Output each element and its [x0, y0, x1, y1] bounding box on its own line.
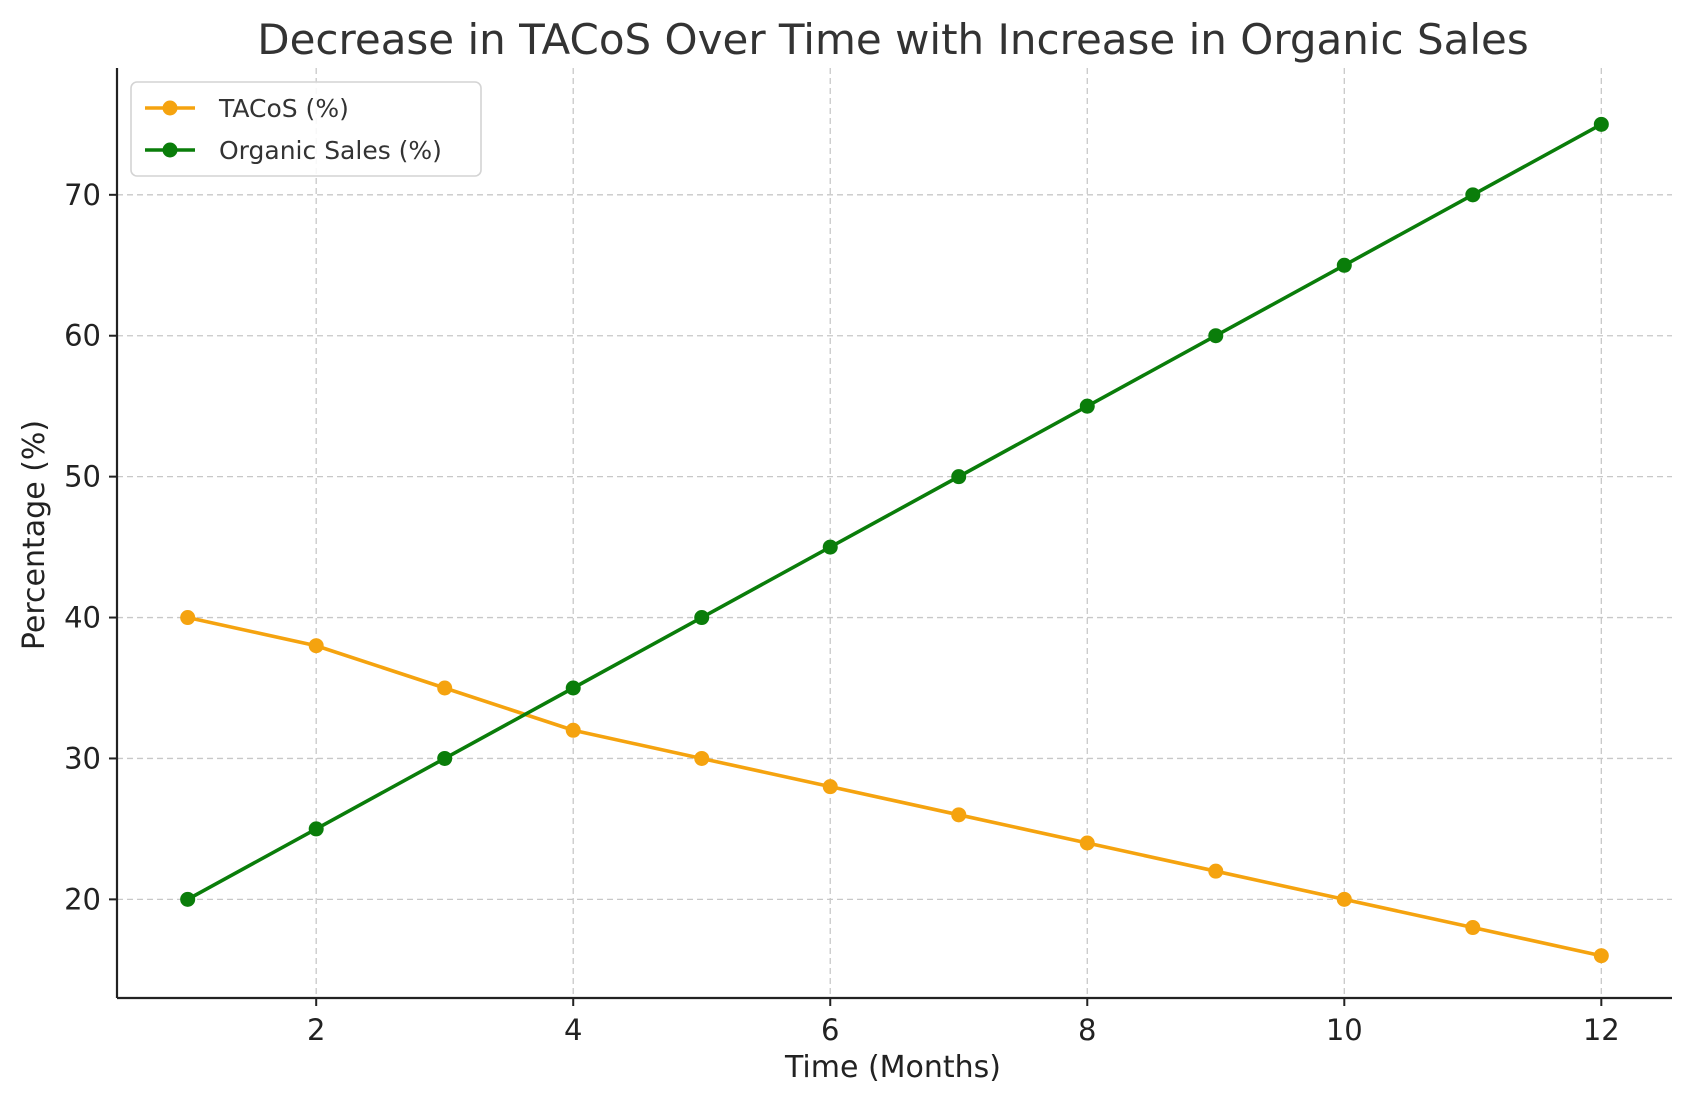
y-tick-label: 60: [64, 319, 101, 353]
y-tick-label: 40: [64, 601, 101, 635]
data-point-tacos: [1079, 835, 1095, 851]
legend-label-tacos: TACoS (%): [218, 94, 349, 123]
data-point-tacos: [1336, 891, 1352, 907]
data-point-tacos: [308, 638, 324, 654]
data-point-tacos: [180, 610, 196, 626]
data-point-tacos: [565, 722, 581, 738]
data-point-organic-sales: [1079, 398, 1095, 414]
data-point-tacos: [437, 680, 453, 696]
x-tick-label: 8: [1078, 1013, 1096, 1047]
legend: TACoS (%) Organic Sales (%): [130, 81, 482, 177]
chart-title: Decrease in TACoS Over Time with Increas…: [257, 15, 1529, 64]
data-point-tacos: [951, 807, 967, 823]
data-point-organic-sales: [565, 680, 581, 696]
data-point-organic-sales: [1336, 257, 1352, 273]
legend-frame: [130, 81, 482, 177]
series-line-organic-sales: [185, 122, 1604, 902]
data-point-organic-sales: [822, 539, 838, 555]
y-axis-label: Percentage (%): [17, 420, 52, 650]
series-tacos: [180, 610, 1609, 964]
data-point-organic-sales: [308, 821, 324, 837]
series-organic-sales: [180, 116, 1609, 907]
data-point-organic-sales: [1465, 187, 1481, 203]
x-tick-label: 4: [564, 1013, 582, 1047]
legend-swatch-marker-tacos: [162, 100, 178, 116]
y-tick-label: 20: [64, 882, 101, 916]
data-point-organic-sales: [694, 610, 710, 626]
data-point-organic-sales: [1593, 116, 1609, 132]
data-point-organic-sales: [1208, 328, 1224, 344]
data-point-organic-sales: [180, 891, 196, 907]
series-layer: [180, 116, 1609, 964]
data-point-organic-sales: [951, 469, 967, 485]
x-tick-label: 6: [821, 1013, 839, 1047]
data-point-organic-sales: [437, 750, 453, 766]
x-tick-label: 10: [1326, 1013, 1363, 1047]
x-tick-label: 12: [1583, 1013, 1620, 1047]
grid-lines: [117, 68, 1672, 998]
series-line-tacos: [185, 615, 1604, 958]
y-tick-label: 70: [64, 178, 101, 212]
x-axis-label: Time (Months): [784, 1050, 1001, 1085]
data-point-tacos: [694, 750, 710, 766]
data-point-tacos: [1465, 920, 1481, 936]
axes: 2 4 6 8 10 12 20 30 40 50 60 70: [64, 68, 1672, 1047]
data-point-tacos: [1208, 863, 1224, 879]
y-tick-label: 30: [64, 741, 101, 775]
y-tick-label: 50: [64, 460, 101, 494]
legend-swatch-marker-organic-sales: [162, 142, 178, 158]
legend-label-organic-sales: Organic Sales (%): [219, 136, 442, 165]
x-tick-label: 2: [307, 1013, 325, 1047]
data-point-tacos: [822, 779, 838, 795]
data-point-tacos: [1593, 948, 1609, 964]
